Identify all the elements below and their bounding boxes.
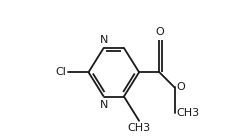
Text: O: O — [176, 82, 184, 92]
Text: CH3: CH3 — [176, 108, 199, 118]
Text: N: N — [99, 35, 107, 45]
Text: N: N — [99, 99, 107, 110]
Text: CH3: CH3 — [127, 123, 150, 133]
Text: O: O — [154, 27, 163, 37]
Text: Cl: Cl — [55, 67, 66, 77]
